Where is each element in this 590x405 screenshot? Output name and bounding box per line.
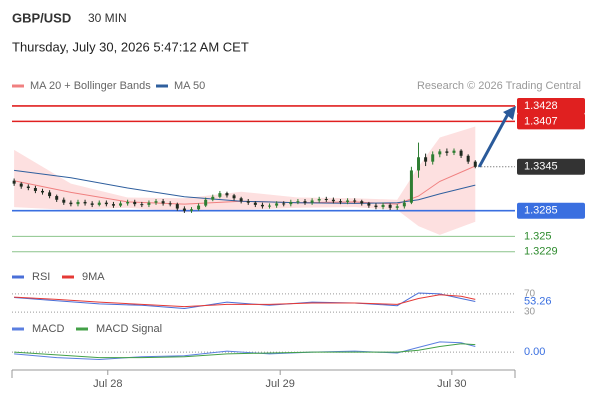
candle-body (268, 205, 272, 207)
candle-body (374, 205, 378, 208)
legend-label: MA 50 (174, 80, 205, 92)
candle-body (395, 206, 399, 208)
y-tick-label: 30 (524, 307, 536, 318)
candle-body (360, 201, 364, 204)
candle-body (26, 186, 30, 189)
candle-body (445, 151, 449, 153)
candle-body (282, 203, 286, 205)
legend-label: MA 20 + Bollinger Bands (30, 80, 151, 92)
candle-body (62, 199, 66, 203)
candle-body (381, 204, 385, 208)
candle-body (459, 150, 463, 156)
candle-body (338, 201, 342, 203)
candle-body (204, 199, 208, 206)
candle-body (76, 201, 80, 205)
candle-body (161, 201, 165, 204)
candle-body (33, 188, 37, 191)
last-price-label: 1.3345 (524, 161, 558, 173)
x-tick-label: Jul 29 (265, 378, 294, 390)
candle-body (133, 201, 137, 205)
candle-body (48, 192, 52, 197)
candle-body (353, 200, 357, 202)
candle-body (83, 201, 87, 204)
level-label: 1.3229 (524, 246, 558, 258)
candle-body (232, 195, 236, 199)
candle-body (331, 199, 335, 202)
candle-body (303, 201, 307, 203)
level-label: 1.3428 (524, 100, 558, 112)
candle-body (239, 198, 243, 202)
candle-body (197, 205, 201, 210)
x-tick-label: Jul 30 (437, 378, 466, 390)
legend-label: MACD Signal (96, 323, 162, 335)
candle-body (431, 154, 435, 162)
candle-body (119, 203, 123, 206)
last-price-box (517, 158, 585, 175)
candle-body (147, 202, 151, 205)
candle-body (19, 183, 23, 187)
candle-body (246, 201, 250, 203)
datetime: Thursday, July 30, 2026 5:47:12 AM CET (12, 39, 249, 54)
candle-body (211, 196, 215, 200)
interval: 30 MIN (88, 11, 127, 25)
candle-body (154, 201, 158, 203)
candle-body (69, 202, 73, 205)
candle-body (182, 208, 186, 211)
candle-body (126, 201, 130, 204)
candle-body (289, 201, 293, 205)
candle-body (189, 209, 193, 211)
level-box (517, 113, 585, 130)
candle-body (310, 200, 314, 203)
candle-body (388, 204, 392, 208)
candle-body (417, 157, 421, 171)
level-box (517, 97, 585, 114)
legend-label: RSI (32, 271, 50, 283)
candle-body (296, 201, 300, 203)
candle-body (409, 170, 413, 203)
indicator-line (14, 343, 476, 359)
rsi-value: 53.26 (524, 295, 552, 307)
candle-body (12, 180, 16, 184)
legend-label: 9MA (82, 271, 105, 283)
candle-body (452, 150, 456, 153)
candle-body (317, 199, 321, 201)
candle-body (140, 204, 144, 206)
forecast-arrow (477, 113, 510, 168)
candle-body (473, 161, 477, 167)
candle-body (260, 204, 264, 207)
level-label: 1.3285 (524, 205, 558, 217)
candle-body (367, 203, 371, 206)
candle-body (346, 200, 350, 202)
candle-body (41, 190, 45, 193)
x-tick-label: Jul 28 (93, 378, 122, 390)
candle-body (90, 203, 94, 205)
level-box (517, 202, 585, 219)
bollinger-band (14, 126, 476, 235)
candle-body (402, 202, 406, 207)
source: Research © 2026 Trading Central (417, 80, 581, 92)
candle-body (104, 202, 108, 205)
candle-body (225, 193, 229, 196)
indicator-line (14, 294, 476, 308)
level-label: 1.325 (524, 230, 552, 242)
y-tick-label: 0.00 (524, 346, 545, 358)
candle-body (97, 202, 101, 205)
candle-body (168, 203, 172, 205)
y-tick-label: 70 (524, 289, 536, 300)
candle-body (111, 204, 115, 206)
candle-body (324, 199, 328, 201)
level-label: 1.3407 (524, 115, 558, 127)
legend-label: MACD (32, 323, 64, 335)
candle-body (253, 202, 257, 205)
candle-body (438, 151, 442, 155)
candle-body (466, 155, 470, 162)
candle-body (175, 204, 179, 209)
candle-body (275, 203, 279, 206)
symbol: GBP/USD (12, 10, 71, 25)
candle-body (218, 193, 222, 197)
candle-body (55, 196, 59, 200)
arrow-head (503, 105, 516, 120)
candle-body (424, 157, 428, 162)
